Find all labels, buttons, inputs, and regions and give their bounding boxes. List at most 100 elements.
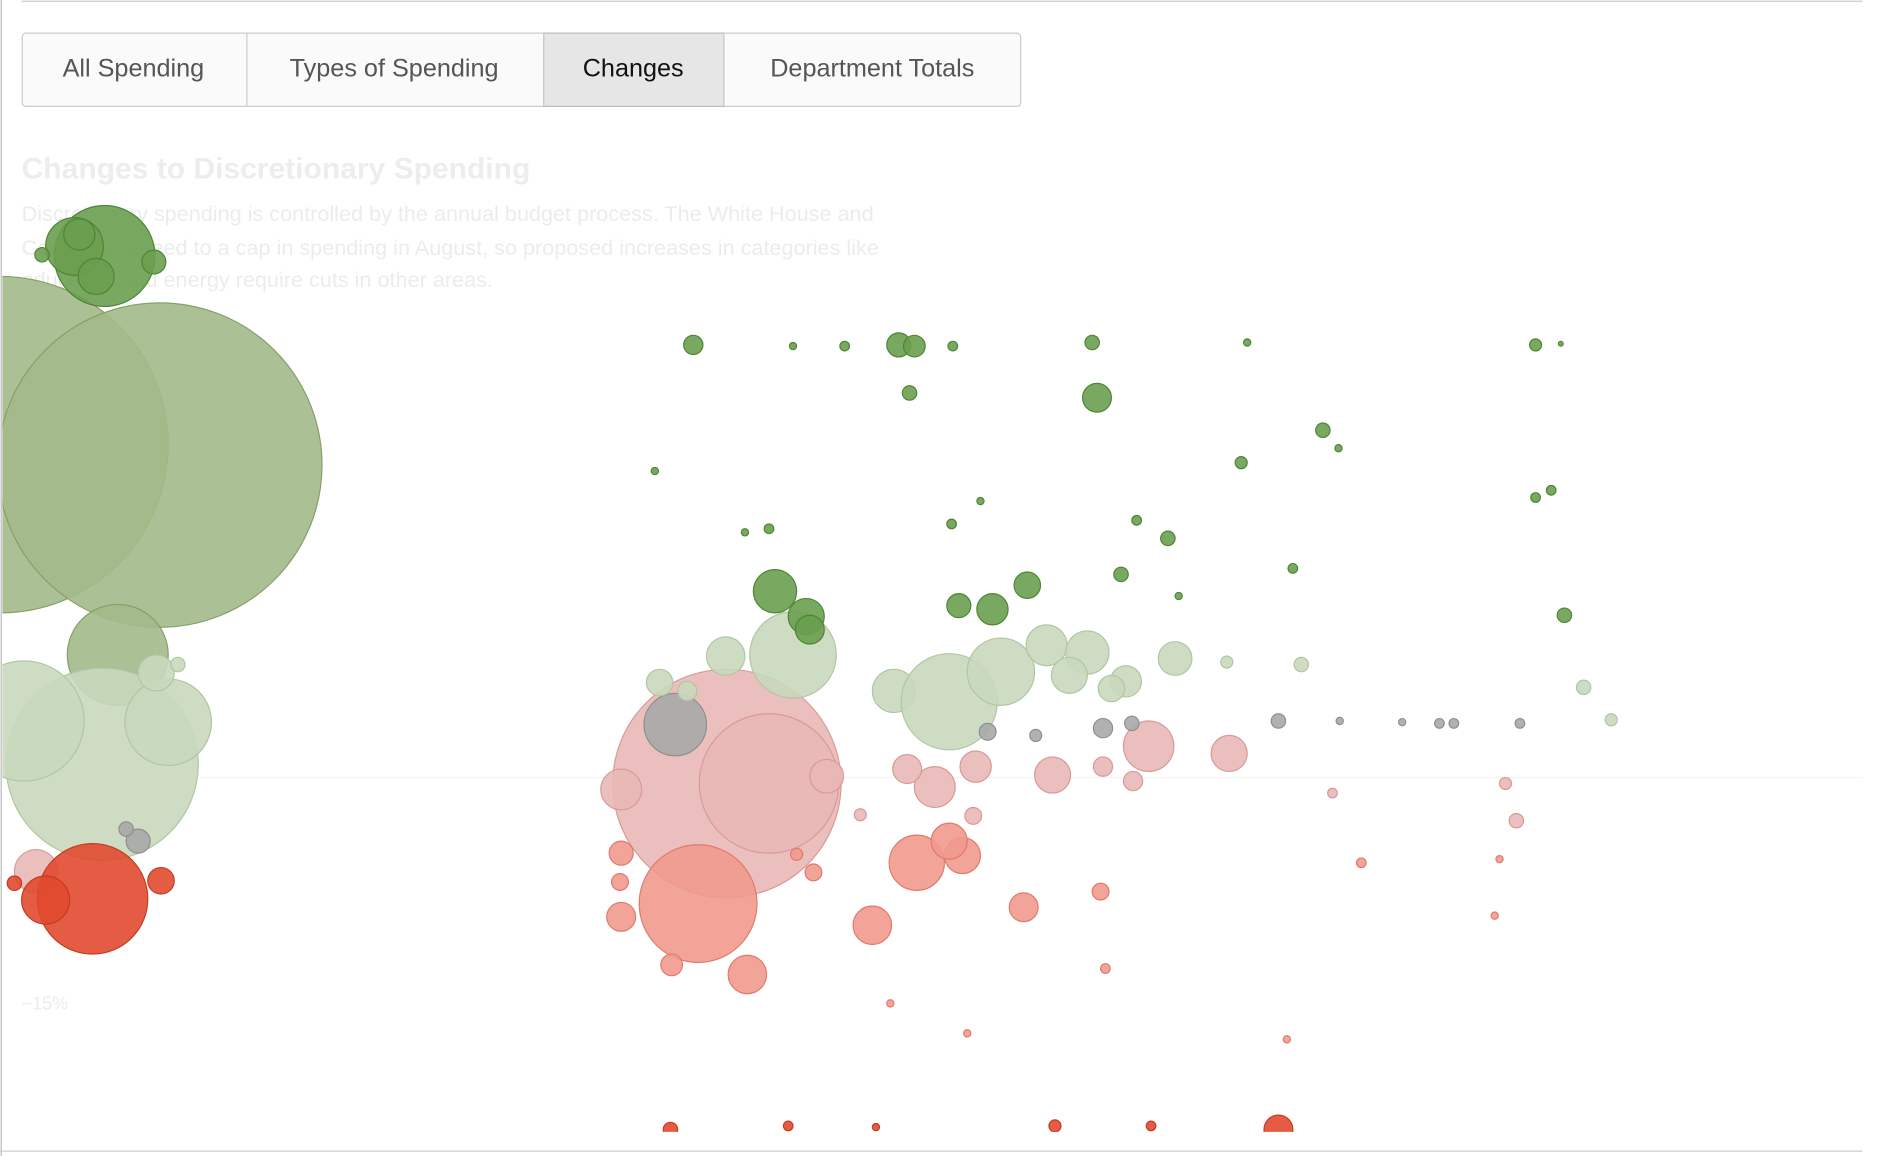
bubble bbox=[740, 528, 750, 537]
bubble bbox=[170, 656, 186, 673]
bubble bbox=[1124, 715, 1140, 732]
bubble bbox=[752, 568, 798, 614]
section-description: Discretionary spending is controlled by … bbox=[21, 201, 879, 293]
bubble bbox=[888, 834, 946, 891]
bubble bbox=[871, 1122, 881, 1132]
bubble bbox=[1100, 963, 1111, 974]
bubble bbox=[794, 614, 825, 645]
bubble bbox=[788, 341, 798, 351]
bubble bbox=[959, 750, 992, 783]
tab[interactable]: All Spending bbox=[63, 54, 205, 82]
bubble bbox=[839, 340, 851, 352]
bubble bbox=[852, 905, 893, 946]
bubble bbox=[804, 863, 823, 882]
bubble bbox=[1575, 679, 1592, 696]
bubble bbox=[125, 828, 151, 854]
bubble bbox=[6, 875, 23, 891]
bubble bbox=[683, 334, 704, 356]
bubble bbox=[608, 840, 634, 866]
bubble bbox=[790, 847, 804, 861]
tab[interactable]: Department Totals bbox=[770, 54, 974, 82]
bubble bbox=[1174, 591, 1183, 601]
bubble bbox=[1097, 674, 1126, 703]
bubble bbox=[1220, 655, 1234, 669]
bubble bbox=[677, 680, 698, 702]
bubble bbox=[1495, 854, 1504, 864]
axis-label: −15% bbox=[22, 993, 69, 1013]
bubble bbox=[1293, 656, 1310, 673]
bubble bbox=[1514, 717, 1526, 729]
description-box: Discretionary spending is controlled by … bbox=[21, 201, 879, 293]
bubble bbox=[1084, 334, 1101, 351]
bubble bbox=[1033, 756, 1072, 794]
bubble bbox=[1048, 1119, 1062, 1132]
bubble bbox=[2, 302, 323, 628]
bubble bbox=[600, 768, 643, 811]
bubble bbox=[643, 692, 708, 757]
bubble bbox=[901, 385, 918, 401]
bubble bbox=[1508, 812, 1525, 829]
bubble bbox=[1122, 770, 1144, 792]
bubble bbox=[1242, 338, 1252, 347]
bubble bbox=[1315, 422, 1331, 439]
bubble bbox=[1131, 514, 1143, 526]
bubble bbox=[118, 821, 134, 837]
bubble bbox=[147, 866, 175, 895]
bubble bbox=[1210, 734, 1248, 773]
bubble bbox=[638, 844, 758, 964]
bubble bbox=[963, 1029, 972, 1038]
bubble bbox=[1556, 607, 1573, 624]
bubble bbox=[645, 668, 674, 697]
bubble bbox=[1092, 717, 1114, 739]
bubble bbox=[705, 636, 746, 676]
bubble bbox=[902, 334, 926, 358]
bubble bbox=[1397, 717, 1407, 727]
active-tab-bg bbox=[543, 32, 725, 107]
bubble bbox=[853, 808, 867, 822]
bubble bbox=[1092, 756, 1114, 777]
bubble bbox=[782, 1120, 794, 1132]
tab[interactable]: Types of Spending bbox=[290, 54, 499, 82]
bubble bbox=[1050, 656, 1088, 694]
bubble bbox=[1355, 857, 1367, 869]
bubble bbox=[1335, 716, 1344, 726]
bubble bbox=[1334, 444, 1343, 453]
bubble bbox=[1528, 338, 1543, 352]
bubble bbox=[662, 1121, 679, 1132]
bubble bbox=[978, 722, 997, 741]
bubble bbox=[946, 518, 958, 530]
bubble bbox=[606, 901, 637, 932]
bubble bbox=[660, 953, 684, 977]
bubble bbox=[1081, 382, 1113, 413]
bubble bbox=[2, 660, 85, 782]
bubble bbox=[1270, 713, 1287, 729]
bubble bbox=[763, 523, 775, 535]
bubble bbox=[1490, 911, 1499, 920]
bubble bbox=[1122, 720, 1175, 773]
bubble-layer bbox=[2, 204, 1618, 1132]
tab-active[interactable]: Changes bbox=[583, 54, 684, 82]
bubble bbox=[610, 872, 630, 891]
bubble bbox=[21, 875, 71, 925]
bubble bbox=[34, 246, 50, 263]
bubble bbox=[1448, 717, 1460, 729]
bubble bbox=[141, 249, 167, 275]
bubble bbox=[1287, 562, 1299, 574]
bubble bbox=[1282, 1035, 1292, 1044]
bubble bbox=[1157, 641, 1193, 676]
bubble bbox=[1113, 566, 1129, 583]
bubble bbox=[966, 637, 1036, 706]
bubble bbox=[650, 466, 660, 476]
bubble bbox=[976, 593, 1009, 626]
bubble bbox=[886, 999, 895, 1008]
bubble bbox=[1263, 1114, 1294, 1132]
bubble bbox=[930, 822, 968, 860]
bubble bbox=[1013, 571, 1042, 600]
bubble bbox=[63, 218, 96, 251]
bubble bbox=[1557, 340, 1564, 347]
bubble bbox=[1145, 1120, 1157, 1132]
bubble bbox=[77, 257, 115, 296]
bubble bbox=[1160, 530, 1176, 547]
